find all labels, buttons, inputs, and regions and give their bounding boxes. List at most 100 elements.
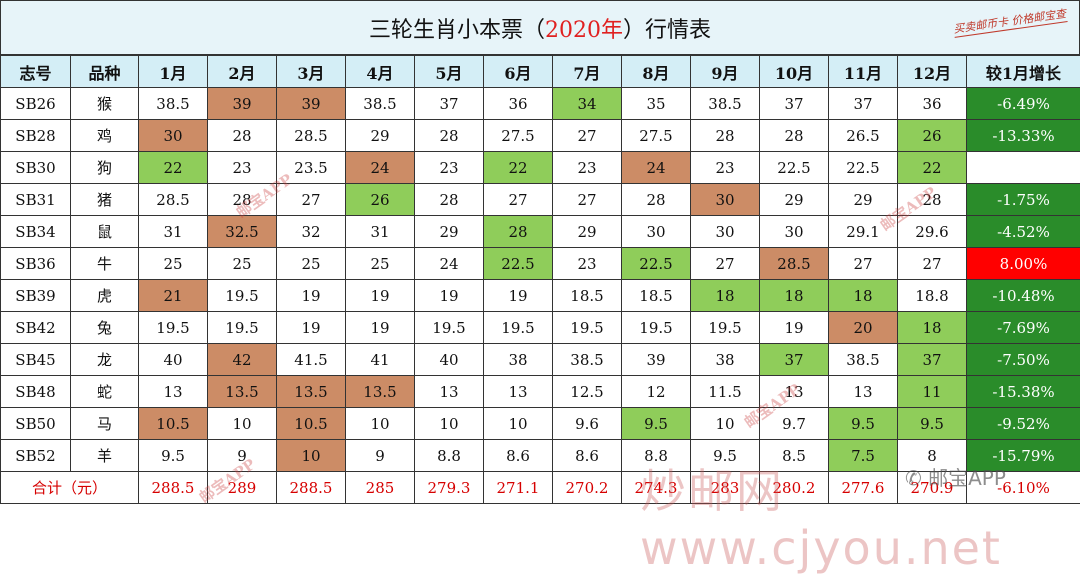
price-cell: 10 (691, 408, 760, 440)
price-cell: 39 (622, 344, 691, 376)
total-cell: 280.2 (760, 472, 829, 504)
price-cell: 38.5 (553, 344, 622, 376)
price-cell: 23.5 (277, 152, 346, 184)
price-cell: 9.5 (829, 408, 898, 440)
total-cell: 279.3 (415, 472, 484, 504)
price-cell: 22 (898, 152, 967, 184)
price-cell: 38 (691, 344, 760, 376)
growth-cell (967, 152, 1080, 184)
price-cell: 23 (553, 248, 622, 280)
price-cell: 37 (829, 88, 898, 120)
column-header: 7月 (553, 56, 622, 88)
price-cell: 22 (484, 152, 553, 184)
title-year: 2020年 (545, 12, 623, 44)
column-header: 较1月增长 (967, 56, 1080, 88)
total-cell: 270.9 (898, 472, 967, 504)
price-cell: 37 (760, 88, 829, 120)
price-cell: 27.5 (484, 120, 553, 152)
price-cell: 18.5 (622, 280, 691, 312)
stamp-code: SB48 (1, 376, 71, 408)
price-cell: 28 (415, 120, 484, 152)
price-cell: 42 (208, 344, 277, 376)
price-cell: 29 (553, 216, 622, 248)
price-cell: 41.5 (277, 344, 346, 376)
price-cell: 19 (415, 280, 484, 312)
zodiac-animal: 羊 (71, 440, 139, 472)
price-cell: 40 (415, 344, 484, 376)
price-cell: 9.5 (622, 408, 691, 440)
price-cell: 29 (829, 184, 898, 216)
zodiac-animal: 龙 (71, 344, 139, 376)
price-cell: 32 (277, 216, 346, 248)
zodiac-animal: 狗 (71, 152, 139, 184)
price-cell: 25 (346, 248, 415, 280)
zodiac-animal: 蛇 (71, 376, 139, 408)
growth-cell: -6.49% (967, 88, 1080, 120)
total-cell: 277.6 (829, 472, 898, 504)
total-cell: 285 (346, 472, 415, 504)
price-cell: 32.5 (208, 216, 277, 248)
zodiac-animal: 马 (71, 408, 139, 440)
zodiac-animal: 猪 (71, 184, 139, 216)
column-header: 8月 (622, 56, 691, 88)
price-cell: 28 (898, 184, 967, 216)
price-cell: 22.5 (760, 152, 829, 184)
zodiac-animal: 兔 (71, 312, 139, 344)
zodiac-animal: 猴 (71, 88, 139, 120)
price-cell: 13 (760, 376, 829, 408)
price-cell: 35 (622, 88, 691, 120)
price-cell: 28 (691, 120, 760, 152)
stamp-code: SB34 (1, 216, 71, 248)
price-cell: 18 (691, 280, 760, 312)
price-cell: 13.5 (208, 376, 277, 408)
growth-cell: 8.00% (967, 248, 1080, 280)
price-cell: 10 (484, 408, 553, 440)
growth-cell: -7.69% (967, 312, 1080, 344)
price-cell: 13 (829, 376, 898, 408)
price-cell: 36 (898, 88, 967, 120)
column-header: 志号 (1, 56, 71, 88)
price-cell: 30 (139, 120, 208, 152)
price-cell: 28 (622, 184, 691, 216)
price-cell: 10 (208, 408, 277, 440)
price-cell: 9.5 (691, 440, 760, 472)
price-cell: 28 (208, 120, 277, 152)
growth-cell: -15.38% (967, 376, 1080, 408)
price-cell: 19 (484, 280, 553, 312)
price-cell: 23 (553, 152, 622, 184)
price-cell: 20 (829, 312, 898, 344)
title-prefix: 三轮生肖小本票（ (369, 12, 545, 44)
price-cell: 9.7 (760, 408, 829, 440)
price-cell: 12 (622, 376, 691, 408)
growth-cell: -7.50% (967, 344, 1080, 376)
price-cell: 30 (760, 216, 829, 248)
price-cell: 9 (208, 440, 277, 472)
price-cell: 27.5 (622, 120, 691, 152)
column-header: 3月 (277, 56, 346, 88)
price-cell: 23 (415, 152, 484, 184)
price-cell: 34 (553, 88, 622, 120)
price-cell: 24 (622, 152, 691, 184)
price-cell: 19.5 (484, 312, 553, 344)
price-cell: 13.5 (346, 376, 415, 408)
zodiac-animal: 鸡 (71, 120, 139, 152)
column-header: 1月 (139, 56, 208, 88)
price-cell: 18 (760, 280, 829, 312)
price-cell: 28.5 (139, 184, 208, 216)
column-header: 品种 (71, 56, 139, 88)
growth-cell: -9.52% (967, 408, 1080, 440)
title-suffix: ）行情表 (623, 12, 711, 44)
total-cell: 289 (208, 472, 277, 504)
price-cell: 8.8 (415, 440, 484, 472)
price-cell: 13 (415, 376, 484, 408)
price-cell: 28.5 (277, 120, 346, 152)
price-cell: 8 (898, 440, 967, 472)
